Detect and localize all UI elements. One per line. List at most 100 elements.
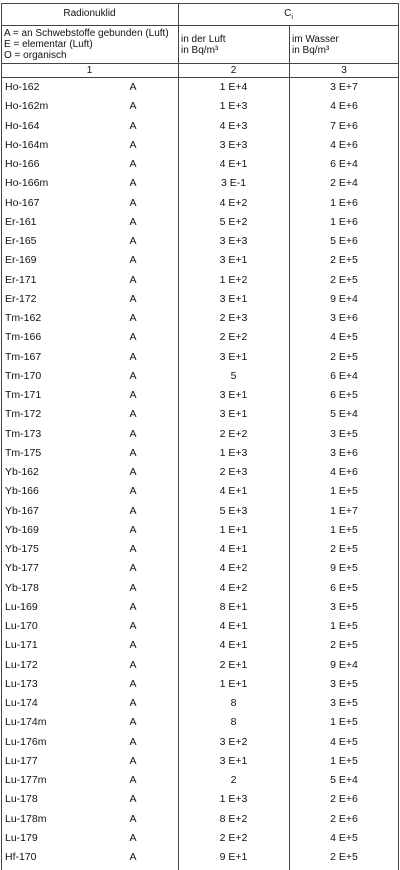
nuclide: Lu-174 — [5, 697, 38, 709]
form: A — [129, 485, 137, 498]
form: A — [129, 369, 137, 382]
nuclide: Ho-164 — [5, 119, 40, 132]
water-value: 5 E+4 — [330, 774, 358, 786]
form: A — [129, 177, 137, 190]
water-value: 1 E+6 — [330, 196, 358, 209]
column-rule — [178, 3, 179, 870]
water-value: 2 E+5 — [330, 254, 358, 267]
form: A — [129, 196, 137, 209]
nuclide: Lu-169 — [5, 600, 38, 613]
form: A — [129, 235, 137, 247]
rule — [1, 63, 399, 64]
nuclide: Lu-177 — [5, 754, 38, 767]
nuclide: Lu-179 — [5, 831, 38, 844]
form: A — [129, 215, 137, 228]
column-label: im Wasser — [292, 34, 339, 45]
form: A — [129, 697, 137, 709]
water-value: 9 E+5 — [330, 562, 358, 575]
nuclide: Yb-169 — [5, 523, 39, 536]
form: A — [129, 851, 137, 863]
form: A — [129, 639, 137, 652]
air-value: 4 E+2 — [219, 562, 248, 575]
air-value: 3 E-1 — [220, 177, 247, 190]
form: A — [129, 504, 137, 517]
form: A — [129, 581, 137, 594]
nuclide: Tm-167 — [5, 350, 42, 363]
nuclide: Ho-162 — [5, 81, 40, 93]
form: A — [129, 793, 137, 806]
nuclide: Lu-177m — [5, 774, 47, 786]
legend-line: A = an Schwebstoffe gebunden (Luft) — [4, 28, 169, 39]
nuclide: Tm-173 — [5, 427, 42, 440]
nuclide: Tm-170 — [5, 369, 42, 382]
air-value: 2 E+3 — [219, 312, 248, 324]
water-value: 2 E+6 — [330, 793, 358, 806]
nuclide: Yb-175 — [5, 543, 39, 555]
form: A — [129, 754, 137, 767]
form: A — [129, 273, 137, 286]
water-value: 5 E+4 — [330, 408, 358, 421]
water-value: 2 E+5 — [330, 350, 358, 363]
water-value: 9 E+4 — [330, 658, 358, 671]
nuclide: Er-171 — [5, 273, 37, 286]
nuclide: Lu-173 — [5, 677, 38, 690]
air-value: 5 E+3 — [219, 504, 248, 517]
water-value: 2 E+5 — [330, 543, 358, 555]
nuclide: Tm-166 — [5, 331, 42, 344]
air-value: 1 E+2 — [219, 273, 248, 286]
water-value: 3 E+5 — [330, 677, 358, 690]
nuclide: Lu-178 — [5, 793, 38, 806]
air-value: 1 E+3 — [219, 100, 248, 113]
column-rule — [289, 25, 290, 870]
form: A — [129, 408, 137, 421]
air-value: 3 E+1 — [219, 350, 248, 363]
air-value: 3 E+3 — [219, 138, 248, 151]
legend-line: O = organisch — [4, 50, 67, 61]
water-value: 1 E+6 — [330, 215, 358, 228]
water-value: 4 E+6 — [330, 466, 358, 478]
air-value: 2 E+2 — [219, 427, 248, 440]
air-value: 2 — [230, 774, 237, 786]
air-value: 1 E+1 — [219, 677, 248, 690]
water-value: 6 E+4 — [330, 158, 358, 170]
nuclide: Tm-175 — [5, 446, 42, 459]
air-value: 4 E+2 — [219, 196, 248, 209]
air-value: 9 E+1 — [219, 851, 248, 863]
border — [398, 3, 399, 870]
water-value: 3 E+5 — [330, 427, 358, 440]
nuclide: Yb-177 — [5, 562, 39, 575]
form: A — [129, 812, 137, 825]
air-value: 2 E+2 — [219, 331, 248, 344]
form: A — [129, 389, 137, 401]
water-value: 3 E+5 — [330, 600, 358, 613]
air-value: 4 E+1 — [219, 158, 248, 170]
form: A — [129, 600, 137, 613]
water-value: 2 E+5 — [330, 273, 358, 286]
nuclide: Ho-166 — [5, 158, 40, 170]
nuclide: Tm-172 — [5, 408, 42, 421]
form: A — [129, 427, 137, 440]
border — [1, 3, 2, 870]
water-value: 3 E+5 — [330, 697, 358, 709]
nuclide: Yb-167 — [5, 504, 39, 517]
air-value: 8 — [230, 716, 237, 729]
water-value: 4 E+5 — [330, 831, 358, 844]
water-value: 3 E+6 — [330, 446, 358, 459]
water-value: 1 E+5 — [330, 754, 358, 767]
form: A — [129, 350, 137, 363]
column-number: 2 — [230, 65, 237, 76]
water-value: 2 E+5 — [330, 639, 358, 652]
water-value: 2 E+4 — [330, 177, 358, 190]
water-value: 2 E+5 — [330, 851, 358, 863]
air-value: 8 — [230, 697, 237, 709]
water-value: 5 E+6 — [330, 235, 358, 247]
column-label: in der Luft — [181, 34, 226, 45]
form: A — [129, 523, 137, 536]
air-value: 3 E+1 — [219, 389, 248, 401]
nuclide: Tm-171 — [5, 389, 42, 401]
subscript: i — [291, 14, 293, 21]
nuclide: Lu-172 — [5, 658, 38, 671]
nuclide: Yb-162 — [5, 466, 39, 478]
air-value: 4 E+1 — [219, 639, 248, 652]
